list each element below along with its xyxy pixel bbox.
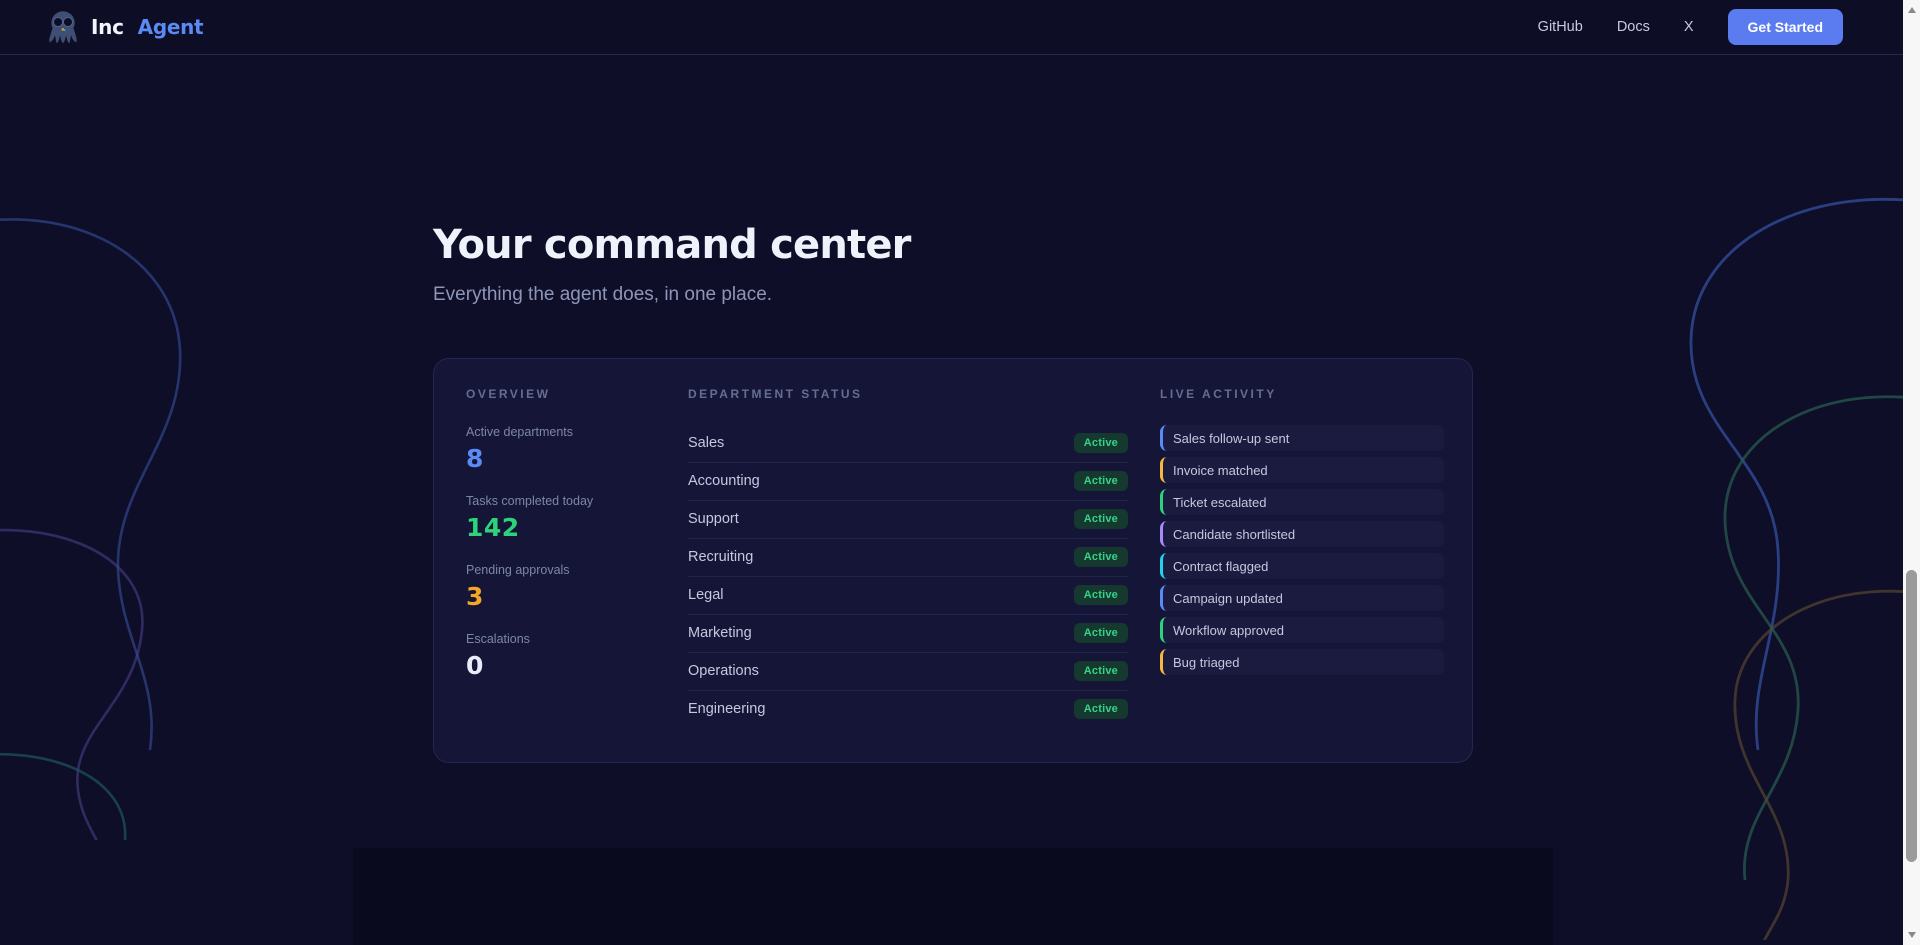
status-badge: Active xyxy=(1073,585,1128,605)
get-started-button[interactable]: Get Started xyxy=(1727,9,1843,45)
status-badge: Active xyxy=(1073,509,1128,529)
stat-value: 3 xyxy=(466,582,484,611)
stat-pending-approvals: Pending approvals 3 xyxy=(466,563,656,611)
live-activity-column: LIVE ACTIVITY Sales follow-up sent Invoi… xyxy=(1160,387,1444,728)
activity-item: Invoice matched xyxy=(1160,457,1444,483)
brand[interactable]: Inc Agent xyxy=(45,9,204,45)
department-name: Operations xyxy=(688,663,759,679)
activity-item: Ticket escalated xyxy=(1160,489,1444,515)
hero-section: Your command center Everything the agent… xyxy=(433,222,1473,306)
department-name: Sales xyxy=(688,435,725,451)
activity-item: Candidate shortlisted xyxy=(1160,521,1444,547)
activity-item: Workflow approved xyxy=(1160,617,1444,643)
stat-active-departments: Active departments 8 xyxy=(466,425,656,473)
stat-value: 0 xyxy=(466,651,484,680)
department-row-recruiting: Recruiting Active xyxy=(688,539,1128,577)
next-section-panel xyxy=(353,848,1553,945)
brand-name: Inc xyxy=(91,15,124,39)
status-badge: Active xyxy=(1073,433,1128,453)
nav-link-github[interactable]: GitHub xyxy=(1537,19,1583,35)
page-subtitle: Everything the agent does, in one place. xyxy=(433,284,773,305)
activity-item: Bug triaged xyxy=(1160,649,1444,675)
scrollbar-up-arrow-icon[interactable] xyxy=(1903,2,1920,18)
main-content: Your command center Everything the agent… xyxy=(433,222,1473,763)
vertical-scrollbar[interactable] xyxy=(1903,0,1920,945)
department-row-operations: Operations Active xyxy=(688,653,1128,691)
status-badge: Active xyxy=(1073,547,1128,567)
status-badge: Active xyxy=(1073,623,1128,643)
department-row-accounting: Accounting Active xyxy=(688,463,1128,501)
department-row-marketing: Marketing Active xyxy=(688,615,1128,653)
department-row-sales: Sales Active xyxy=(688,425,1128,463)
stat-label: Tasks completed today xyxy=(466,494,594,508)
department-status-heading: DEPARTMENT STATUS xyxy=(688,387,863,401)
status-badge: Active xyxy=(1073,699,1128,719)
page-title: Your command center xyxy=(433,222,911,268)
department-name: Legal xyxy=(688,587,724,603)
live-activity-heading: LIVE ACTIVITY xyxy=(1160,387,1277,401)
top-navbar: Inc Agent GitHub Docs X Get Started xyxy=(0,0,1920,55)
nav-link-docs[interactable]: Docs xyxy=(1616,19,1650,35)
scrollbar-thumb[interactable] xyxy=(1906,570,1917,862)
nav-link-x[interactable]: X xyxy=(1683,19,1694,35)
stat-value: 8 xyxy=(466,444,484,473)
stat-label: Pending approvals xyxy=(466,563,570,577)
department-row-legal: Legal Active xyxy=(688,577,1128,615)
nav-links: GitHub Docs X Get Started xyxy=(1538,9,1843,45)
activity-item: Campaign updated xyxy=(1160,585,1444,611)
status-badge: Active xyxy=(1073,661,1128,681)
activity-item: Contract flagged xyxy=(1160,553,1444,579)
status-badge: Active xyxy=(1073,471,1128,491)
department-name: Recruiting xyxy=(688,549,754,565)
stat-value: 142 xyxy=(466,513,520,542)
department-row-engineering: Engineering Active xyxy=(688,691,1128,728)
overview-column: OVERVIEW Active departments 8 Tasks comp… xyxy=(466,387,656,728)
brand-name-accent: Agent xyxy=(137,15,204,39)
stat-label: Escalations xyxy=(466,632,530,646)
activity-item: Sales follow-up sent xyxy=(1160,425,1444,451)
command-center-card: OVERVIEW Active departments 8 Tasks comp… xyxy=(433,358,1473,763)
stat-tasks-completed: Tasks completed today 142 xyxy=(466,494,656,542)
stat-escalations: Escalations 0 xyxy=(466,632,656,680)
background-tentacle-curves-left xyxy=(0,218,182,840)
department-name: Accounting xyxy=(688,473,760,489)
scrollbar-down-arrow-icon[interactable] xyxy=(1903,927,1920,943)
department-name: Engineering xyxy=(688,701,766,717)
stat-label: Active departments xyxy=(466,425,573,439)
department-name: Support xyxy=(688,511,739,527)
octopus-logo-icon xyxy=(49,11,77,44)
overview-heading: OVERVIEW xyxy=(466,387,551,401)
background-tentacle-curves-right xyxy=(1689,197,1903,940)
department-status-column: DEPARTMENT STATUS Sales Active Accountin… xyxy=(688,387,1128,728)
department-name: Marketing xyxy=(688,625,752,641)
department-row-support: Support Active xyxy=(688,501,1128,539)
